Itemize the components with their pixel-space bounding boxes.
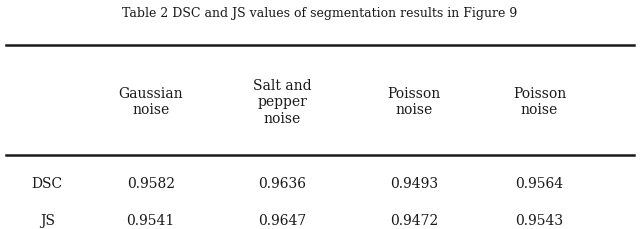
Text: Poisson
noise: Poisson noise xyxy=(513,87,566,117)
Text: Table 2 DSC and JS values of segmentation results in Figure 9: Table 2 DSC and JS values of segmentatio… xyxy=(122,7,518,20)
Text: 0.9493: 0.9493 xyxy=(390,176,438,190)
Text: JS: JS xyxy=(40,213,54,227)
Text: Gaussian
noise: Gaussian noise xyxy=(118,87,183,117)
Text: DSC: DSC xyxy=(31,176,63,190)
Text: Salt and
pepper
noise: Salt and pepper noise xyxy=(253,79,312,125)
Text: 0.9582: 0.9582 xyxy=(127,176,175,190)
Text: 0.9564: 0.9564 xyxy=(515,176,564,190)
Text: 0.9636: 0.9636 xyxy=(259,176,307,190)
Text: 0.9647: 0.9647 xyxy=(259,213,307,227)
Text: Poisson
noise: Poisson noise xyxy=(387,87,441,117)
Text: 0.9543: 0.9543 xyxy=(515,213,564,227)
Text: 0.9472: 0.9472 xyxy=(390,213,438,227)
Text: 0.9541: 0.9541 xyxy=(127,213,175,227)
